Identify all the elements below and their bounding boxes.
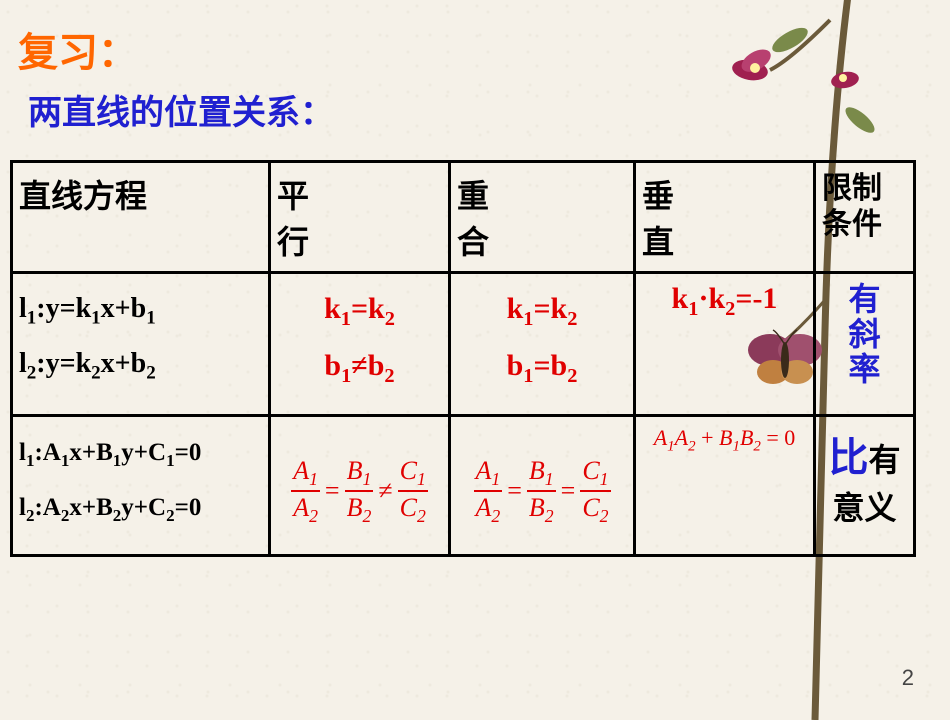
title-review: 复习： [18, 20, 138, 78]
header-parallel: 平 行 [270, 162, 450, 273]
page-number: 2 [902, 665, 914, 691]
row2-equations: l1:A1x+B1y+C1=0 l2:A2x+B2y+C2=0 [12, 416, 270, 556]
row1-parallel: k1=k2 b1≠b2 [270, 273, 450, 416]
title-subtitle: 两直线的位置关系： [28, 85, 334, 134]
row2-coincide: A1A2 = B1B2 = C1C2 [450, 416, 635, 556]
row2-condition: 比有 意义 [815, 416, 915, 556]
header-equation: 直线方程 [12, 162, 270, 273]
header-condition: 限制 条件 [815, 162, 915, 273]
row1-condition: 有 斜 率 [815, 273, 915, 416]
row2-parallel: A1A2 = B1B2 ≠ C1C2 [270, 416, 450, 556]
header-coincide: 重 合 [450, 162, 635, 273]
row1-equations: l1:y=k1x+b1 l2:y=k2x+b2 [12, 273, 270, 416]
header-perpendicular: 垂 直 [635, 162, 815, 273]
relations-table: 直线方程 平 行 重 合 垂 直 限制 条件 l1:y=k1x+b1 l2:y=… [10, 160, 916, 557]
row1-coincide: k1=k2 b1=b2 [450, 273, 635, 416]
row1-perpendicular: k1·k2=-1 [635, 273, 815, 416]
row2-perpendicular: A1A2 + B1B2 = 0 [635, 416, 815, 556]
